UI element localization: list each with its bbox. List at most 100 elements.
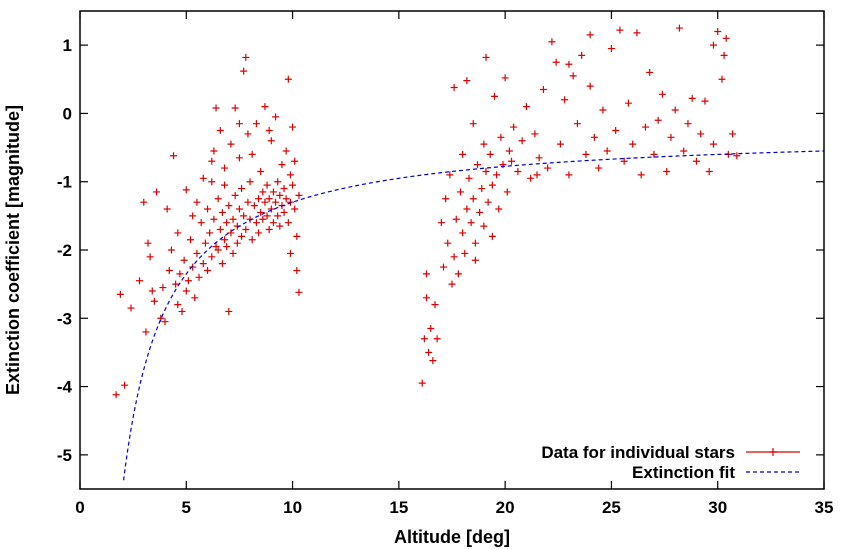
data-point [729,130,737,138]
data-point [476,208,484,216]
data-point [510,123,518,131]
data-point [684,120,692,128]
data-point [624,99,632,107]
data-point [201,239,209,247]
data-point [274,178,282,186]
data-point [573,120,581,128]
data-point [497,133,505,141]
data-point [263,212,271,220]
data-point [278,161,286,169]
data-point [569,72,577,80]
x-axis-title: Altitude [deg] [394,527,510,547]
data-point [148,287,156,295]
data-point [454,270,462,278]
data-point [565,60,573,68]
data-point [174,229,182,237]
data-point [210,215,218,223]
data-point [418,379,426,387]
data-point [514,167,522,175]
data-point [501,74,509,82]
data-point [667,133,675,141]
data-point [688,94,696,102]
data-point [136,277,144,285]
data-point [242,226,250,234]
data-point [280,208,288,216]
data-point [176,270,184,278]
data-point [221,236,229,244]
data-point [282,147,290,155]
data-point [265,195,273,203]
data-point [582,150,590,158]
data-point [463,77,471,85]
y-tick-label: 0 [63,104,72,123]
data-point [531,130,539,138]
data-point [671,106,679,114]
x-tick-label: 35 [815,498,834,517]
data-point [548,38,556,46]
axis-ticks [79,11,825,489]
data-point [248,150,256,158]
data-point [439,263,447,271]
data-point [216,127,224,134]
data-point [457,188,465,196]
data-point [450,83,458,91]
data-point [193,198,201,206]
data-point [240,212,248,220]
data-point [267,137,275,145]
data-point [204,205,212,213]
data-point [250,202,258,210]
data-point [527,174,535,182]
data-point [142,328,150,336]
data-point [261,198,269,206]
data-point [255,195,263,203]
data-point [274,212,282,220]
data-point [561,96,569,104]
data-point [599,106,607,114]
data-point [503,188,511,196]
data-point [267,205,275,213]
data-point [444,239,452,247]
data-point [272,198,280,206]
data-point [291,157,299,165]
data-point [269,188,277,196]
data-point [701,97,709,105]
data-point [235,120,243,128]
data-point [675,24,683,32]
data-point [146,253,154,261]
data-point [522,103,530,111]
data-point [265,127,273,134]
data-point [216,226,224,234]
data-point [284,219,292,227]
data-point [720,51,728,59]
data-point [259,215,267,223]
data-point [286,249,294,257]
data-point [248,236,256,244]
data-point [637,171,645,179]
data-point [195,273,203,281]
data-point [629,140,637,148]
data-point [469,120,477,128]
data-point [607,45,615,53]
data-point [174,301,182,309]
data-point [172,280,180,288]
data-point [578,51,586,59]
data-point [463,205,471,213]
data-point [163,205,171,213]
y-axis-title: Extinction coefficient [magnitude] [3,105,23,395]
data-point [225,202,233,210]
data-point [603,147,611,155]
data-point [244,198,252,206]
data-point [663,167,671,175]
data-point [722,34,730,42]
data-point [191,294,199,302]
data-point [159,284,167,292]
data-point [646,68,654,76]
data-point [246,178,254,186]
data-point [208,253,216,261]
data-point [692,157,700,165]
data-point [221,181,229,189]
data-point [484,198,492,206]
data-point [180,256,188,264]
data-point [238,185,246,193]
data-point [257,208,265,216]
